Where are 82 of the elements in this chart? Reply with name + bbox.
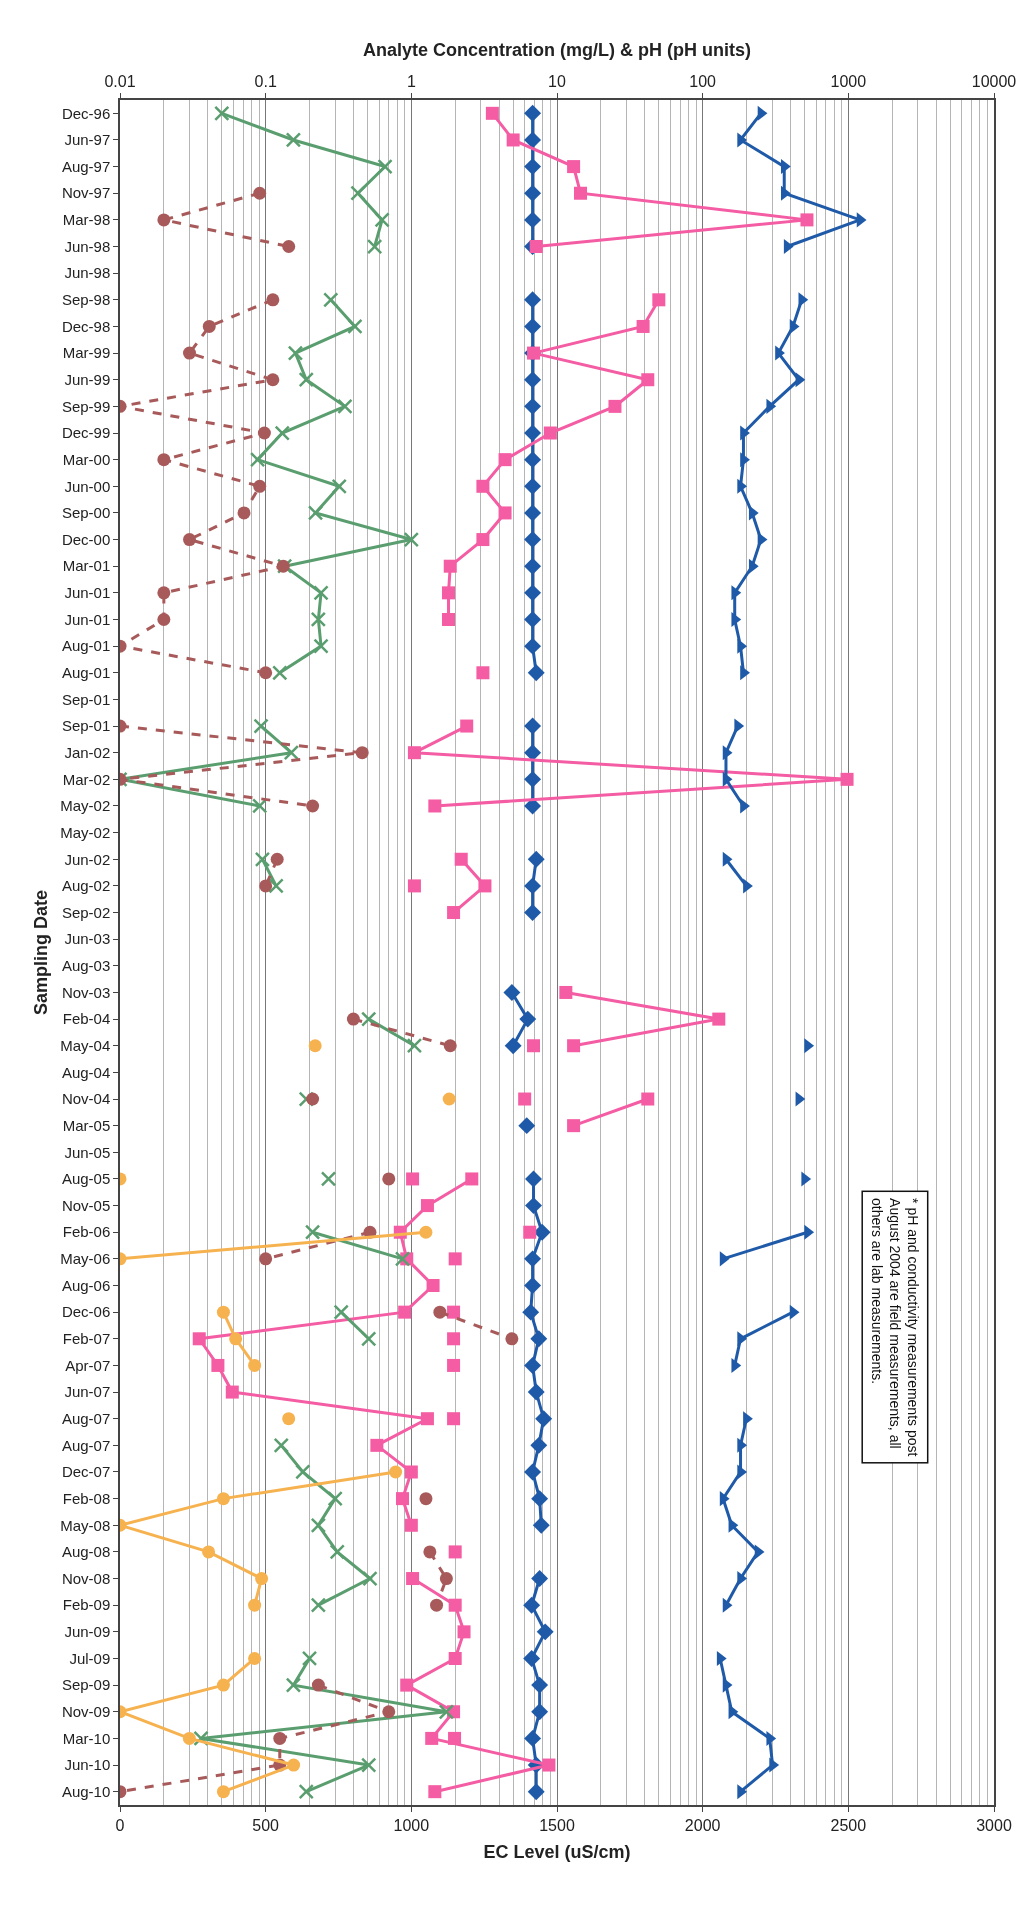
y-tick-label: Dec-06: [61, 1303, 111, 1321]
x2-tick-label: 2500: [830, 1816, 867, 1834]
x-tick-label: 1: [406, 72, 416, 90]
y-tick-label: Mar-05: [62, 1116, 111, 1134]
x2-tick-label: 3000: [976, 1816, 1012, 1834]
y-tick-label: Nov-04: [61, 1090, 111, 1108]
x2-tick-label: 500: [252, 1816, 280, 1834]
x-tick-label: 1000: [830, 72, 867, 90]
y-tick-label: Dec-96: [61, 104, 111, 122]
y-tick-label: Jun-03: [64, 930, 111, 948]
x2-axis-title: EC Level (uS/cm): [483, 1841, 631, 1862]
y-tick-label: Dec-07: [61, 1463, 111, 1481]
y-tick-label: Sep-02: [61, 903, 111, 921]
y-tick-label: Jun-97: [64, 131, 111, 149]
y-tick-label: Aug-06: [61, 1276, 111, 1294]
y-tick-label: Sep-09: [61, 1676, 111, 1694]
y-tick-label: Jun-99: [64, 370, 111, 388]
y-tick-label: Aug-97: [61, 157, 111, 175]
y-tick-label: Nov-03: [61, 983, 111, 1001]
y-tick-label: May-02: [60, 823, 111, 841]
y-tick-label: Sep-00: [61, 504, 111, 522]
y-tick-label: Jul-09: [69, 1649, 111, 1667]
y-tick-label: Sep-98: [61, 291, 111, 309]
x-tick-label: 10: [548, 72, 566, 90]
y-tick-label: Jun-02: [64, 850, 111, 868]
y-tick-label: Jun-98: [64, 237, 111, 255]
y-tick-label: Mar-00: [62, 450, 111, 468]
x-tick-label: 0.01: [104, 72, 136, 90]
x-axis-title: Analyte Concentration (mg/L) & pH (pH units): [363, 39, 751, 60]
y-tick-label: Mar-01: [62, 557, 111, 575]
y-tick-label: Aug-10: [61, 1782, 111, 1800]
y-tick-label: Mar-02: [62, 770, 111, 788]
x2-tick-label: 1000: [393, 1816, 430, 1834]
y-tick-label: Feb-06: [62, 1223, 111, 1241]
y-tick-label: Aug-04: [61, 1063, 111, 1081]
y-tick-label: Nov-09: [61, 1703, 111, 1721]
y-tick-label: Sep-01: [61, 690, 111, 708]
y-tick-label: Jan-02: [64, 743, 111, 761]
y-tick-label: Apr-07: [65, 1356, 111, 1374]
x-tick-label: 100: [689, 72, 717, 90]
y-tick-label: Jun-01: [64, 610, 111, 628]
y-tick-label: Feb-09: [62, 1596, 111, 1614]
y-tick-label: Jun-05: [64, 1143, 111, 1161]
y-tick-label: Jun-00: [64, 477, 111, 495]
annotation: * pH and conductivity measurements post August 2004 are field measurements, all others are lab measurements.: [868, 1198, 921, 1457]
y-tick-label: Jun-07: [64, 1383, 111, 1401]
x2-tick-label: 0: [115, 1816, 125, 1834]
y-tick-label: May-08: [60, 1516, 111, 1534]
y-tick-label: Aug-07: [61, 1436, 111, 1454]
y-tick-label: Dec-00: [61, 530, 111, 548]
y-tick-label: Aug-08: [61, 1543, 111, 1561]
x2-tick-label: 2000: [684, 1816, 721, 1834]
y-tick-label: Aug-03: [61, 957, 111, 975]
x2-tick-label: 1500: [539, 1816, 575, 1834]
y-tick-label: Nov-05: [61, 1196, 111, 1214]
y-tick-label: May-06: [60, 1250, 111, 1268]
y-tick-label: Aug-05: [61, 1170, 111, 1188]
y-tick-label: Dec-98: [61, 317, 111, 335]
y-tick-label: Dec-99: [61, 424, 111, 442]
x-tick-label: 0.1: [254, 72, 277, 90]
y-tick-label: Feb-08: [62, 1489, 111, 1507]
y-tick-label: Jun-09: [64, 1623, 111, 1641]
y-tick-label: Nov-08: [61, 1569, 111, 1587]
y-axis-title: Sampling Date: [30, 889, 51, 1016]
y-tick-label: Aug-07: [61, 1409, 111, 1427]
y-tick-label: Nov-97: [61, 184, 111, 202]
y-tick-label: Aug-01: [61, 637, 111, 655]
y-tick-label: Mar-10: [62, 1729, 111, 1747]
y-tick-label: Aug-02: [61, 877, 111, 895]
y-tick-label: Mar-99: [62, 344, 111, 362]
y-tick-label: Feb-04: [62, 1010, 111, 1028]
y-tick-label: May-02: [60, 797, 111, 815]
x-tick-label: 10000: [971, 72, 1017, 90]
y-tick-label: Sep-01: [61, 717, 111, 735]
y-tick-label: Sep-99: [61, 397, 111, 415]
y-tick-label: Mar-98: [62, 211, 111, 229]
y-tick-label: Feb-07: [62, 1330, 111, 1348]
y-tick-label: Jun-98: [64, 264, 111, 282]
y-tick-label: Aug-01: [61, 664, 111, 682]
y-tick-label: May-04: [60, 1036, 111, 1054]
y-tick-label: Jun-01: [64, 584, 111, 602]
y-tick-label: Jun-10: [64, 1756, 111, 1774]
